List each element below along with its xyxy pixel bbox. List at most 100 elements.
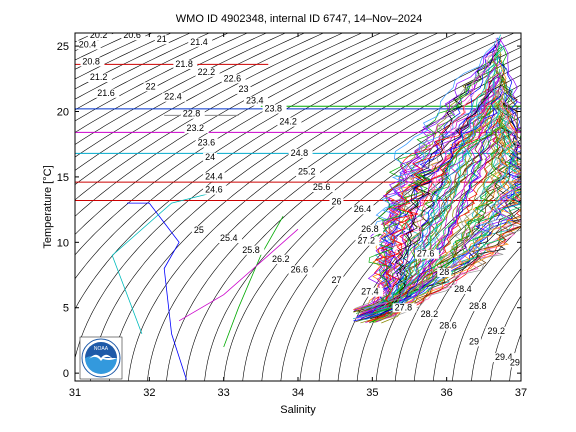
- contour-label: 29.4: [495, 352, 513, 362]
- contour-label-bg: [121, 33, 146, 41]
- ts-profile-line: [364, 91, 503, 320]
- contour-label-bg: [329, 275, 344, 285]
- ts-profile-line: [380, 84, 503, 315]
- x-tick-label: 35: [366, 387, 378, 399]
- contour-label: 24.6: [205, 185, 223, 195]
- ts-profile-line: [373, 72, 502, 310]
- contour-label-bg: [466, 302, 491, 312]
- contour-label-bg: [351, 205, 376, 215]
- density-contour-line: [75, 33, 439, 280]
- contour-label-bg: [221, 74, 246, 84]
- density-contour-line: [0, 33, 19, 381]
- density-contour-line: [75, 33, 343, 186]
- density-contour-line: [128, 38, 521, 381]
- ts-profile-line: [355, 97, 521, 310]
- contour-label-bg: [485, 326, 510, 336]
- contour-label-bg: [310, 182, 335, 192]
- contour-label-bg: [180, 109, 205, 119]
- contour-label-bg: [418, 309, 443, 319]
- contour-label-bg: [203, 185, 228, 195]
- x-tick-label: 32: [143, 387, 155, 399]
- contour-label-bg: [359, 224, 384, 234]
- x-tick-label: 34: [292, 387, 304, 399]
- ts-profile-line: [377, 120, 511, 311]
- contour-labels: 20.220.4 20.6 20.8 21 21.2 21.4 21.6 21.8 22 22.2…: [76, 30, 528, 368]
- y-tick-label: 20: [57, 106, 69, 118]
- ts-profile-line: [353, 85, 497, 313]
- contour-label: 20.2: [90, 30, 108, 40]
- contour-label-bg: [154, 35, 169, 45]
- density-contour-line: [75, 33, 324, 171]
- ts-profiles: [111, 34, 521, 380]
- contour-label-bg: [288, 148, 313, 158]
- contour-label: 26: [331, 196, 341, 206]
- density-contour-line: [75, 33, 400, 235]
- density-contour-line: [75, 33, 419, 256]
- ts-profile-line: [372, 88, 498, 311]
- contour-label-bg: [87, 73, 112, 83]
- contour-label: 25.4: [220, 233, 238, 243]
- contour-label: 23: [239, 84, 249, 94]
- noaa-logo: NOAA: [79, 336, 123, 380]
- contour-label: 23.2: [187, 123, 205, 133]
- ts-profile-line: [375, 103, 500, 314]
- density-contour-line: [75, 33, 229, 111]
- density-contour-line: [509, 332, 521, 381]
- density-contour-line: [529, 33, 576, 381]
- contour-label: 27.4: [361, 287, 379, 297]
- contour-label: 25.6: [313, 182, 331, 192]
- ts-profile-line: [363, 37, 498, 311]
- contour-label: 26.2: [272, 254, 290, 264]
- y-tick-label: 10: [57, 237, 69, 249]
- ts-profile-line: [360, 115, 503, 310]
- ts-profile-line: [353, 76, 499, 311]
- contour-label-bg: [203, 152, 218, 162]
- ts-profile-line: [366, 111, 521, 319]
- contour-label: 28: [439, 267, 449, 277]
- contour-label: 24.4: [205, 172, 223, 182]
- y-axis-label: Temperature [°C]: [42, 165, 54, 248]
- density-contour-line: [147, 46, 521, 381]
- contour-label-bg: [240, 245, 265, 255]
- contour-label: 28.4: [454, 284, 472, 294]
- density-contour-line: [75, 33, 477, 360]
- ts-profile-line: [364, 54, 502, 312]
- contour-label-bg: [236, 84, 251, 94]
- contour-label-bg: [392, 303, 417, 313]
- x-axis-label: Salinity: [280, 404, 316, 416]
- ts-profile-line: [379, 51, 506, 322]
- contour-label-bg: [492, 353, 517, 363]
- contour-label-bg: [95, 88, 120, 98]
- x-tick-label: 37: [515, 387, 527, 399]
- density-contour-line: [567, 33, 576, 381]
- contour-label: 29: [469, 336, 479, 346]
- ts-profile-line: [354, 50, 499, 310]
- contour-label: 29.6: [510, 357, 528, 367]
- density-contour-line: [75, 33, 381, 217]
- ts-profile-outlier: [223, 216, 284, 348]
- logo-gull-icon: [89, 354, 113, 361]
- contour-label: 22.6: [224, 73, 242, 83]
- contour-label: 26.6: [291, 264, 309, 274]
- ts-profile-line: [365, 113, 521, 323]
- density-contour-line: [185, 65, 521, 381]
- contour-label: 22.4: [164, 92, 182, 102]
- density-contour-line: [414, 209, 521, 381]
- density-contour-line: [318, 139, 521, 381]
- contour-label: 22: [146, 81, 156, 91]
- contour-label-bg: [262, 104, 287, 114]
- contour-label-bg: [184, 124, 209, 134]
- contour-label: 20.4: [79, 39, 97, 49]
- contour-label-bg: [437, 268, 452, 278]
- contour-label: 27.6: [417, 249, 435, 259]
- logo-text: NOAA: [94, 346, 109, 352]
- contour-label-bg: [217, 234, 242, 244]
- ts-profile-line: [357, 72, 502, 313]
- contour-label: 22.8: [183, 109, 201, 119]
- ts-profile-line: [359, 80, 514, 317]
- density-contour-line: [75, 33, 134, 61]
- contour-label-bg: [355, 236, 380, 246]
- y-tick-label: 5: [63, 303, 69, 315]
- contour-label-bg: [143, 82, 158, 92]
